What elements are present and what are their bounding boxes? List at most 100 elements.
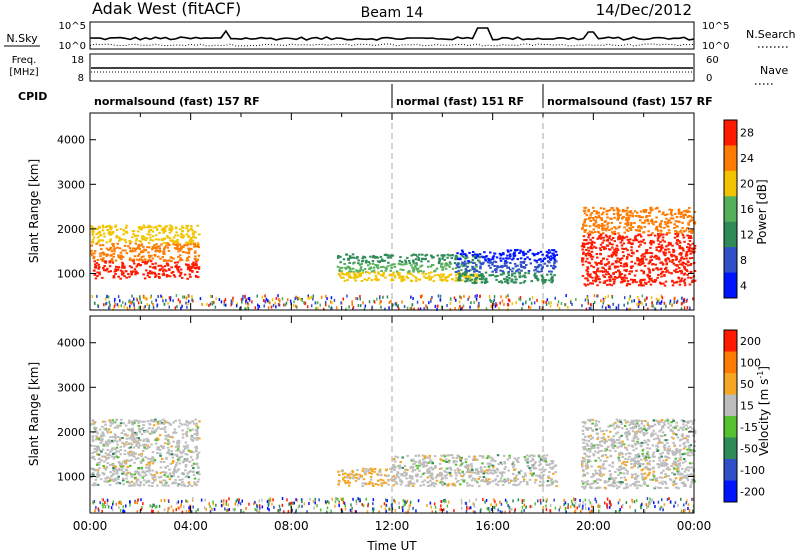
data-cell [137, 226, 141, 229]
noise-cell [437, 294, 440, 298]
data-cell [535, 259, 538, 262]
data-cell [610, 275, 613, 278]
data-cell [524, 458, 527, 461]
data-cell [627, 431, 631, 434]
noise-cell [174, 306, 177, 310]
data-cell [355, 473, 358, 475]
data-cell [384, 266, 387, 269]
data-cell [168, 244, 171, 247]
data-cell [151, 419, 154, 422]
data-cell [159, 454, 162, 457]
data-cell [117, 475, 120, 478]
data-cell [673, 269, 677, 272]
data-cell [526, 483, 529, 486]
data-cell [499, 269, 502, 272]
data-cell [618, 234, 621, 237]
data-cell [602, 257, 606, 260]
data-cell [136, 254, 140, 257]
data-cell [108, 232, 111, 235]
data-cell [145, 262, 148, 265]
data-cell [643, 278, 646, 281]
data-cell [601, 241, 604, 244]
data-cell [109, 479, 112, 481]
data-cell [114, 437, 117, 439]
data-cell [505, 275, 509, 278]
data-cell [442, 266, 445, 269]
data-cell [506, 278, 509, 281]
data-cell [623, 269, 626, 272]
data-cell [468, 251, 471, 254]
data-cell [455, 267, 458, 269]
data-cell [130, 420, 134, 423]
data-cell [168, 468, 171, 471]
data-cell [189, 275, 192, 278]
data-cell [592, 271, 596, 273]
data-cell [693, 480, 696, 483]
data-cell [99, 434, 103, 437]
data-cell [678, 220, 681, 223]
data-cell [348, 472, 352, 475]
noise-cell [161, 295, 163, 299]
data-cell [616, 257, 619, 260]
data-cell [475, 265, 478, 268]
data-cell [171, 239, 175, 242]
data-cell [125, 252, 129, 255]
noise-cell [303, 301, 305, 305]
data-cell [509, 262, 512, 264]
data-cell [421, 473, 425, 476]
data-cell [465, 471, 469, 474]
data-cell [645, 251, 648, 254]
data-cell [146, 446, 150, 449]
data-cell [159, 264, 163, 267]
data-cell [170, 256, 173, 259]
data-cell [438, 468, 442, 470]
data-cell [682, 262, 686, 264]
data-cell [176, 261, 179, 264]
noise-cell [386, 295, 389, 299]
data-cell [533, 481, 537, 484]
data-cell [157, 476, 161, 479]
data-cell [482, 275, 485, 278]
data-cell [551, 252, 554, 255]
data-cell [446, 471, 449, 474]
data-cell [151, 482, 154, 484]
data-cell [382, 479, 385, 482]
data-cell [361, 257, 364, 260]
data-cell [196, 244, 199, 247]
data-cell [639, 243, 642, 246]
data-cell [130, 270, 133, 273]
data-cell [626, 486, 629, 489]
data-cell [384, 269, 387, 272]
data-cell [513, 262, 517, 265]
noise-cell [315, 306, 317, 310]
data-cell [664, 480, 667, 483]
noise-cell [646, 296, 648, 300]
noise-cell [673, 300, 676, 304]
data-cell [525, 454, 529, 457]
data-cell [602, 239, 606, 242]
data-cell [186, 277, 189, 280]
noise-cell [395, 303, 398, 307]
data-cell [167, 421, 170, 424]
data-cell [486, 462, 490, 465]
data-cell [689, 276, 693, 279]
data-cell [346, 279, 349, 282]
data-cell [666, 222, 670, 225]
data-cell [497, 480, 500, 483]
data-cell [663, 273, 666, 276]
noise-cell [214, 305, 217, 309]
data-cell [194, 418, 197, 421]
data-cell [583, 220, 586, 223]
data-cell [594, 487, 598, 490]
data-cell [519, 263, 523, 266]
noise-cell [278, 297, 280, 301]
data-cell [372, 269, 376, 272]
data-cell [392, 479, 396, 482]
data-cell [512, 253, 515, 256]
data-cell [370, 270, 374, 273]
data-cell [468, 276, 472, 279]
noise-cell [459, 304, 461, 308]
data-cell [147, 230, 151, 233]
data-cell [473, 280, 477, 283]
data-cell [538, 468, 542, 471]
